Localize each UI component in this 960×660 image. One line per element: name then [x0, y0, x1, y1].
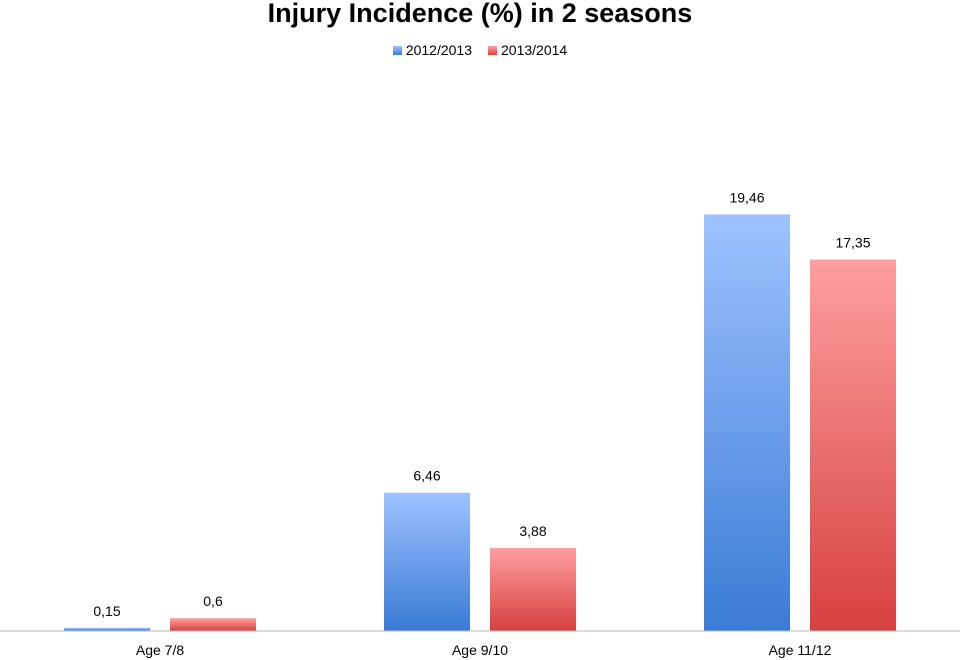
bar-1-1: [64, 627, 150, 631]
x-tick-label-2: Age 9/10: [452, 642, 508, 658]
legend-item-series-2: 2013/2014: [488, 42, 567, 58]
data-label-2-3: 17,35: [835, 235, 870, 251]
x-tick-label-3: Age 11/12: [769, 642, 832, 658]
bar-2-1: [170, 618, 256, 631]
bar-2-3: [810, 259, 896, 631]
data-label-1-1: 0,15: [93, 603, 120, 619]
chart-title: Injury Incidence (%) in 2 seasons: [267, 0, 693, 28]
legend-swatch-series-2: [488, 45, 497, 55]
data-label-1-2: 6,46: [413, 468, 440, 484]
data-label-1-3: 19,46: [729, 189, 764, 205]
bar-2-2: [490, 547, 576, 631]
legend-swatch-series-1: [392, 45, 402, 55]
data-label-2-2: 3,88: [519, 523, 546, 539]
legend-item-series-1: 2012/2013: [392, 42, 472, 58]
bars-layer: 0,15 0,6 6,46 3,88 19,46 17,35: [64, 189, 896, 631]
legend: 2012/2013 2013/2014: [0, 42, 960, 58]
bar-1-2: [384, 492, 470, 631]
x-tick-labels: Age 7/8 Age 9/10 Age 11/12: [136, 642, 832, 658]
x-tick-label-1: Age 7/8: [136, 642, 184, 658]
bar-1-3: [704, 214, 790, 631]
legend-label-series-1: 2012/2013: [405, 42, 472, 58]
legend-label-series-2: 2013/2014: [501, 42, 568, 58]
data-label-2-1: 0,6: [203, 593, 223, 609]
